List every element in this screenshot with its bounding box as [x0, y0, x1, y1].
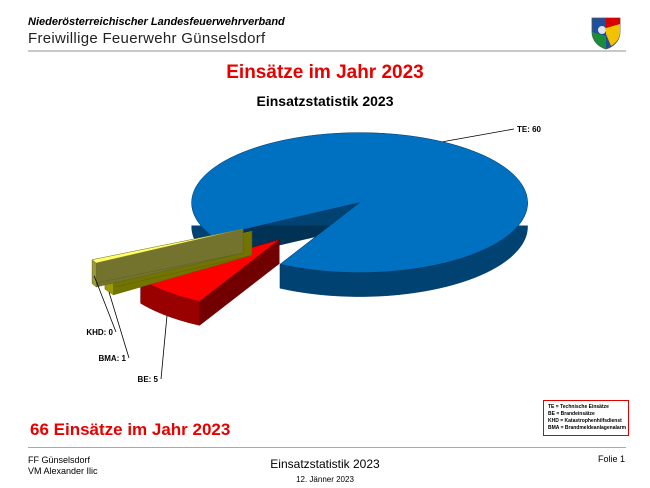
pie-slice-khd — [91, 228, 244, 288]
footer-title: Einsatzstatistik 2023 — [270, 457, 380, 471]
data-label-bma: BMA: 1 — [98, 354, 126, 363]
leader-line-te — [442, 128, 515, 143]
leader-line-khd — [93, 275, 117, 333]
slide-number: Folie 1 — [598, 454, 626, 464]
data-label-be: BE: 5 — [138, 375, 159, 384]
footer-author-line: VM Alexander Ilic — [28, 466, 98, 476]
main-title: Einsätze im Jahr 2023 — [226, 62, 424, 83]
organization-name: Niederösterreichischer Landesfeuerwehrve… — [28, 16, 285, 28]
legend-item-be: BE = Brandeinsätze — [548, 411, 595, 417]
footer-divider — [28, 447, 626, 448]
abbreviation-legend: TE = Technische Einsätze BE = Brandeinsä… — [543, 400, 629, 436]
department-name: Freiwillige Feuerwehr Günselsdorf — [28, 30, 266, 47]
legend-item-bma: BMA = Brandmeldeanlagenalarm — [548, 425, 627, 431]
legend-item-khd: KHD = Katastrophenhilfsdienst — [548, 418, 622, 424]
legend-item-te: TE = Technische Einsätze — [548, 404, 609, 410]
footer-date: 12. Jänner 2023 — [296, 475, 354, 484]
summary-text: 66 Einsätze im Jahr 2023 — [30, 420, 231, 439]
footer-org-line: FF Günselsdorf — [28, 455, 91, 465]
leader-line-be — [160, 315, 168, 380]
header-divider — [28, 50, 626, 52]
footer-author: FF Günselsdorf VM Alexander Ilic — [28, 455, 98, 477]
data-label-khd: KHD: 0 — [86, 328, 113, 337]
chart-title: Einsatzstatistik 2023 — [256, 93, 394, 109]
leader-line-bma — [108, 291, 130, 359]
coat-of-arms-icon — [591, 17, 621, 50]
data-label-te: TE: 60 — [517, 125, 542, 134]
